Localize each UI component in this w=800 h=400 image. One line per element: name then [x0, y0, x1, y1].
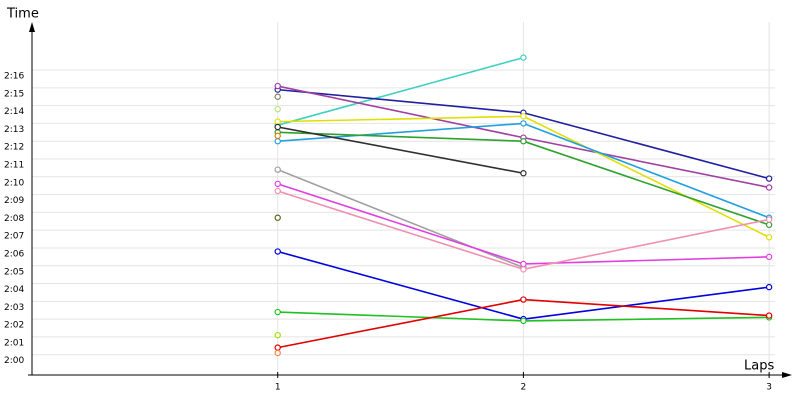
data-point — [274, 82, 281, 90]
data-point — [274, 180, 281, 188]
y-tick-label: 2:14 — [4, 107, 24, 117]
x-axis-title: Laps — [744, 359, 774, 374]
data-point — [520, 54, 527, 61]
grid — [32, 22, 775, 375]
data-point — [520, 260, 527, 268]
y-tick-label: 2:08 — [4, 214, 24, 224]
series-line — [277, 168, 524, 269]
y-tick-label: 2:12 — [4, 143, 24, 153]
y-tick-label: 2:09 — [4, 196, 24, 206]
data-point — [274, 344, 281, 351]
data-point — [274, 138, 281, 145]
data-point — [274, 132, 281, 140]
series-line — [277, 56, 524, 126]
data-point — [520, 120, 527, 127]
y-tick-label: 2:00 — [4, 356, 24, 366]
data-point — [765, 216, 773, 223]
y-tick-label: 2:04 — [4, 285, 24, 295]
y-axis-arrow — [29, 22, 35, 32]
data-point — [765, 312, 773, 319]
data-point — [274, 349, 281, 357]
data-point — [765, 234, 773, 241]
y-tick-label: 2:05 — [4, 267, 24, 277]
y-tick-label: 2:13 — [4, 125, 24, 135]
data-point — [520, 113, 527, 120]
data-point — [765, 283, 773, 291]
y-tick-label: 2:07 — [4, 232, 24, 242]
data-point — [520, 296, 527, 303]
data-point — [274, 123, 281, 131]
y-tick-label: 2:02 — [4, 321, 24, 331]
data-point — [274, 187, 281, 195]
y-tick-label: 2:15 — [4, 89, 24, 99]
y-tick-label: 2:06 — [4, 249, 24, 259]
y-tick-label: 2:16 — [4, 72, 24, 82]
x-tick-label: 2 — [521, 383, 527, 393]
data-point — [520, 266, 527, 273]
y-tick-label: 2:11 — [4, 161, 24, 171]
y-axis-title: Time — [6, 7, 39, 22]
x-tick-label: 3 — [766, 383, 772, 393]
data-point — [520, 170, 527, 177]
data-point — [765, 253, 773, 261]
data-point — [520, 138, 527, 145]
y-tick-label: 2:03 — [4, 303, 24, 313]
data-point — [274, 248, 281, 255]
x-tick-label: 1 — [275, 383, 281, 393]
data-point — [765, 175, 773, 182]
data-point — [274, 166, 281, 173]
data-point — [274, 105, 281, 113]
series-line — [277, 126, 524, 175]
data-point — [274, 93, 281, 100]
y-tick-label: 2:01 — [4, 338, 24, 348]
y-tick-label: 2:10 — [4, 178, 24, 188]
data-point — [274, 308, 281, 316]
data-point — [274, 118, 281, 125]
data-point — [765, 221, 773, 229]
data-point — [274, 214, 281, 221]
data-point — [765, 184, 773, 191]
data-point — [274, 331, 281, 339]
data-point — [520, 317, 527, 325]
x-axis-arrow — [782, 372, 792, 378]
